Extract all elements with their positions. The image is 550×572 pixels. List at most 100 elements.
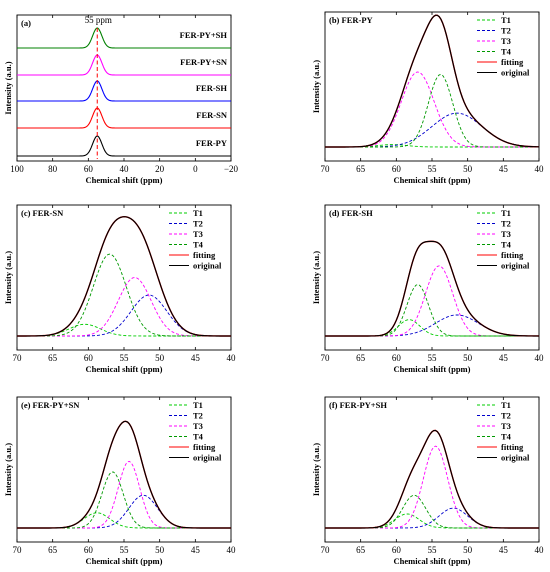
series-line-t1 <box>17 323 231 337</box>
legend-label: T1 <box>193 208 203 218</box>
y-axis-label: Intensity (a.u.) <box>311 60 321 113</box>
y-axis-label: Intensity (a.u.) <box>3 251 13 304</box>
y-axis-label: Intensity (a.u.) <box>311 251 321 304</box>
legend-label: fitting <box>501 57 524 67</box>
legend-label: T1 <box>193 400 203 410</box>
series-line-fer-py <box>17 135 231 157</box>
x-tick-label: 50 <box>155 353 165 363</box>
x-tick-label: 55 <box>428 545 438 555</box>
x-tick-label: 60 <box>392 164 402 174</box>
legend-label: T2 <box>193 219 203 229</box>
x-tick-label: 40 <box>227 353 237 363</box>
x-tick-label: 60 <box>84 545 94 555</box>
legend-label: T4 <box>501 432 512 442</box>
series-line-t3 <box>17 460 231 529</box>
x-tick-label: 60 <box>84 353 94 363</box>
x-tick-label: 65 <box>356 545 366 555</box>
x-axis-label: Chemical shift (ppm) <box>394 364 471 374</box>
x-axis-label: Chemical shift (ppm) <box>86 556 163 566</box>
legend-label: T3 <box>501 36 511 46</box>
series-line-t1 <box>325 513 539 529</box>
legend-label: T3 <box>501 229 511 239</box>
panel-title: (a) <box>21 18 31 28</box>
x-tick-label: 65 <box>48 545 58 555</box>
series-line-original <box>325 240 540 337</box>
x-axis-label: Chemical shift (ppm) <box>86 364 163 374</box>
series-line-fer-sn <box>17 107 231 129</box>
x-tick-label: 50 <box>463 164 473 174</box>
x-tick-label: 65 <box>356 164 366 174</box>
series-line-t3 <box>325 265 539 337</box>
y-axis-label: Intensity (a.u.) <box>3 443 13 496</box>
legend-label: T2 <box>501 219 511 229</box>
x-tick-label: 65 <box>48 353 58 363</box>
x-tick-label: 50 <box>463 353 473 363</box>
series-line-t4 <box>17 471 231 529</box>
x-tick-label: 60 <box>392 353 402 363</box>
series-line-fer-py-sh <box>17 27 231 49</box>
legend-label: T1 <box>501 208 511 218</box>
x-tick-label: 80 <box>48 164 58 174</box>
panel-title: (e) FER-PY+SN <box>21 400 80 410</box>
series-line-t2 <box>325 314 540 337</box>
series-label: FER-PY+SN <box>180 57 228 67</box>
legend-label: original <box>501 453 530 463</box>
x-tick-label: 55 <box>120 353 130 363</box>
x-tick-label: 0 <box>193 164 198 174</box>
panel-title: (d) FER-SH <box>329 208 373 218</box>
panel-d: 70 65 60 55 50 45 40 Chemical shift (ppm) Intens… <box>311 204 545 374</box>
x-tick-label: 45 <box>191 353 201 363</box>
panel-title: (c) FER-SN <box>21 208 64 218</box>
legend-label: T3 <box>501 421 511 431</box>
legend-label: T4 <box>501 47 512 57</box>
series-label: FER-SH <box>196 83 228 93</box>
x-tick-label: 20 <box>155 164 165 174</box>
panel-c: 70 65 60 55 50 45 40 Chemical shift (ppm) Intens… <box>3 204 237 374</box>
x-tick-label: 45 <box>499 164 509 174</box>
x-tick-label: 50 <box>155 545 165 555</box>
x-axis-label: Chemical shift (ppm) <box>86 175 163 185</box>
panel-b: 70 65 60 55 50 45 40 Chemical shift (ppm) Intens… <box>311 11 545 185</box>
x-tick-label: 40 <box>535 164 545 174</box>
series-line-t2 <box>17 294 231 337</box>
x-tick-label: 50 <box>463 545 473 555</box>
legend-label: fitting <box>193 250 216 260</box>
series-line-original <box>17 420 231 529</box>
panel-e: 70 65 60 55 50 45 40 Chemical shift (ppm) Intens… <box>3 396 237 566</box>
y-axis-label: Intensity (a.u.) <box>3 61 13 114</box>
panel-title: (b) FER-PY <box>329 15 373 25</box>
series-line-t2 <box>17 494 231 529</box>
legend-label: T1 <box>501 15 511 25</box>
x-tick-label: 70 <box>13 353 23 363</box>
peak-annotation: 55 ppm <box>85 15 112 25</box>
x-tick-label: 70 <box>321 545 331 555</box>
legend-label: T4 <box>501 240 512 250</box>
legend-label: T2 <box>501 26 511 36</box>
x-tick-label: 40 <box>535 353 545 363</box>
series-label: FER-SN <box>196 110 228 120</box>
panel-a: 100 80 60 40 20 0 −20 Chemical shift (ppm) Inten… <box>3 14 239 185</box>
series-line-t3 <box>325 71 539 148</box>
x-tick-label: 65 <box>356 353 366 363</box>
x-tick-label: 40 <box>227 545 237 555</box>
x-tick-label: 100 <box>10 164 24 174</box>
panel-title: (f) FER-PY+SH <box>329 400 387 410</box>
legend-label: original <box>193 261 222 271</box>
x-tick-label: 45 <box>191 545 201 555</box>
legend-label: T3 <box>193 421 203 431</box>
x-tick-label: 70 <box>321 353 331 363</box>
x-tick-label: −20 <box>224 164 239 174</box>
x-tick-label: 70 <box>13 545 23 555</box>
series-line-t2 <box>325 507 539 529</box>
legend-label: fitting <box>501 250 524 260</box>
x-tick-label: 40 <box>120 164 130 174</box>
legend-label: fitting <box>193 442 216 452</box>
x-tick-label: 45 <box>499 353 509 363</box>
x-tick-label: 60 <box>392 545 402 555</box>
series-line-original <box>325 429 539 529</box>
legend-label: fitting <box>501 442 524 452</box>
series-line-fer-py-sn <box>17 54 231 76</box>
legend-label: T3 <box>193 229 203 239</box>
x-axis-label: Chemical shift (ppm) <box>394 175 471 185</box>
legend-label: T1 <box>501 400 511 410</box>
